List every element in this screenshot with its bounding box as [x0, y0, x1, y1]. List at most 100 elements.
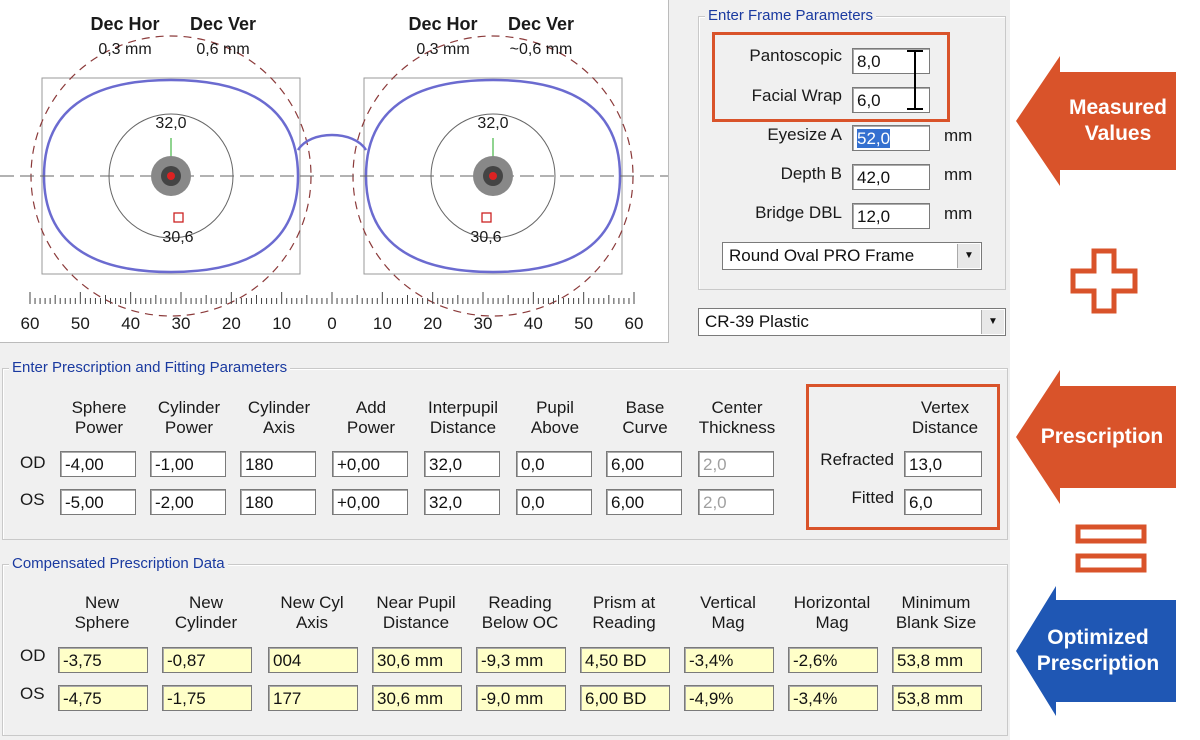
dec-hor-value-right: 0,3 mm [98, 41, 152, 58]
rx-header-line2: Above [530, 418, 580, 437]
comp-header-line1: New [84, 593, 119, 612]
pantoscopic-field[interactable]: 8,0 [852, 48, 930, 74]
dec-hor-value-left: 0,3 mm [416, 41, 470, 58]
comp-os-field: -1,75 [162, 685, 252, 711]
comp-od-field: 004 [268, 647, 358, 673]
ruler-label: 60 [20, 314, 40, 333]
comp-od-field: -9,3 mm [476, 647, 566, 673]
rx-od-field[interactable]: 6,00 [606, 451, 682, 477]
comp-od-label: OD [20, 646, 46, 665]
comp-os-field: -4,9% [684, 685, 774, 711]
prescription-group: Enter Prescription and Fitting Parameter… [2, 359, 1008, 540]
comp-header: Reading Below OC [470, 593, 570, 633]
rx-od-field[interactable]: 32,0 [424, 451, 500, 477]
comp-od-field: 4,50 BD [580, 647, 670, 673]
rx-header: Cylinder Power [144, 398, 234, 438]
rx-os-field[interactable]: 32,0 [424, 489, 500, 515]
rx-os-field[interactable]: 6,00 [606, 489, 682, 515]
rx-header-line1: Add [355, 398, 387, 417]
comp-header-line2: Sphere [74, 613, 130, 632]
rx-od-field[interactable]: -4,00 [60, 451, 136, 477]
comp-header: New Sphere [52, 593, 152, 633]
bridge-field[interactable]: 12,0 [852, 203, 930, 229]
bridge-label: Bridge DBL [755, 203, 842, 222]
rx-od-field[interactable]: +0,00 [332, 451, 408, 477]
depth-field[interactable]: 42,0 [852, 164, 930, 190]
comp-header-line2: Axis [295, 613, 329, 632]
rx-header: Base Curve [600, 398, 690, 438]
rx-od-field[interactable]: 2,0 [698, 451, 774, 477]
comp-header-line2: Below OC [481, 613, 559, 632]
dec-hor-label-right: Dec Hor [90, 14, 160, 34]
dec-hor-label-left: Dec Hor [408, 14, 478, 34]
ruler-label: 30 [473, 314, 493, 333]
reading-value-left: 30,6 [470, 229, 502, 246]
optimized-prescription-arrow: Optimized Prescription [1016, 586, 1176, 716]
text-cursor-icon [904, 48, 926, 112]
comp-od-field: -0,87 [162, 647, 252, 673]
depth-unit: mm [944, 165, 973, 184]
dec-ver-label-left: Dec Ver [507, 14, 575, 34]
rx-os-field[interactable]: -2,00 [150, 489, 226, 515]
reading-point-right [173, 212, 184, 223]
vertex-distance-highlight [806, 384, 1000, 530]
height-value-left: 32,0 [477, 115, 509, 132]
plus-icon [1070, 248, 1138, 314]
depth-label: Depth B [780, 164, 842, 183]
comp-header-line2: Cylinder [174, 613, 238, 632]
chevron-down-icon[interactable]: ▼ [981, 310, 1004, 334]
comp-header-line1: New [188, 593, 223, 612]
frame-type-value: Round Oval PRO Frame [729, 246, 915, 265]
rx-header-line1: Pupil [536, 398, 574, 417]
frame-type-select[interactable]: Round Oval PRO Frame ▼ [722, 242, 982, 270]
rx-os-field[interactable]: -5,00 [60, 489, 136, 515]
comp-os-field: -3,4% [788, 685, 878, 711]
comp-od-field: -3,4% [684, 647, 774, 673]
lens-outline-right [42, 78, 300, 274]
comp-od-field: 53,8 mm [892, 647, 982, 673]
rx-header: Cylinder Axis [234, 398, 324, 438]
pantoscopic-label: Pantoscopic [749, 46, 842, 65]
rx-header-line2: Power [74, 418, 124, 437]
rx-os-field[interactable]: 2,0 [698, 489, 774, 515]
rx-header-line2: Distance [429, 418, 497, 437]
comp-header-line2: Blank Size [895, 613, 977, 632]
height-value-right: 32,0 [155, 115, 187, 132]
ruler-label: 20 [423, 314, 443, 333]
rx-header-line2: Curve [622, 418, 668, 437]
comp-header-line1: Minimum [901, 593, 971, 612]
rx-od-field[interactable]: 0,0 [516, 451, 592, 477]
comp-os-field: 53,8 mm [892, 685, 982, 711]
rx-os-field[interactable]: +0,00 [332, 489, 408, 515]
material-select[interactable]: CR-39 Plastic ▼ [698, 308, 1006, 336]
prescription-title: Enter Prescription and Fitting Parameter… [9, 359, 291, 377]
measured-values-text: Measured Values [1060, 72, 1176, 170]
comp-os-field: -4,75 [58, 685, 148, 711]
eyesize-field[interactable]: 52,0 [852, 125, 930, 151]
rx-header-line1: Cylinder [247, 398, 311, 417]
rx-os-field[interactable]: 180 [240, 489, 316, 515]
chevron-down-icon[interactable]: ▼ [957, 244, 980, 268]
rx-header: Sphere Power [54, 398, 144, 438]
comp-header: Prism at Reading [574, 593, 674, 633]
refracted-field[interactable]: 13,0 [904, 451, 982, 477]
fitted-field[interactable]: 6,0 [904, 489, 982, 515]
compensated-group: Compensated Prescription Data [2, 555, 1008, 736]
comp-os-field: -9,0 mm [476, 685, 566, 711]
rx-od-field[interactable]: 180 [240, 451, 316, 477]
ruler-label: 60 [624, 314, 644, 333]
os-label: OS [20, 490, 45, 509]
rx-header: Add Power [326, 398, 416, 438]
measured-line1: Measured [1068, 96, 1168, 119]
rx-os-field[interactable]: 0,0 [516, 489, 592, 515]
rx-od-field[interactable]: -1,00 [150, 451, 226, 477]
rx-header-line1: Cylinder [157, 398, 221, 417]
vertex-header: Vertex Distance [900, 398, 990, 438]
ruler-label: 40 [121, 314, 141, 333]
ruler-label: 20 [221, 314, 241, 333]
frame-view: Dec Hor Dec Ver 0,3 mm 0,6 mm Dec Hor De… [0, 0, 669, 343]
prescription-arrow: Prescription [1016, 370, 1176, 504]
ruler-label: 40 [523, 314, 543, 333]
comp-header-line1: New Cyl [280, 593, 344, 612]
eyesize-value: 52,0 [857, 129, 891, 148]
